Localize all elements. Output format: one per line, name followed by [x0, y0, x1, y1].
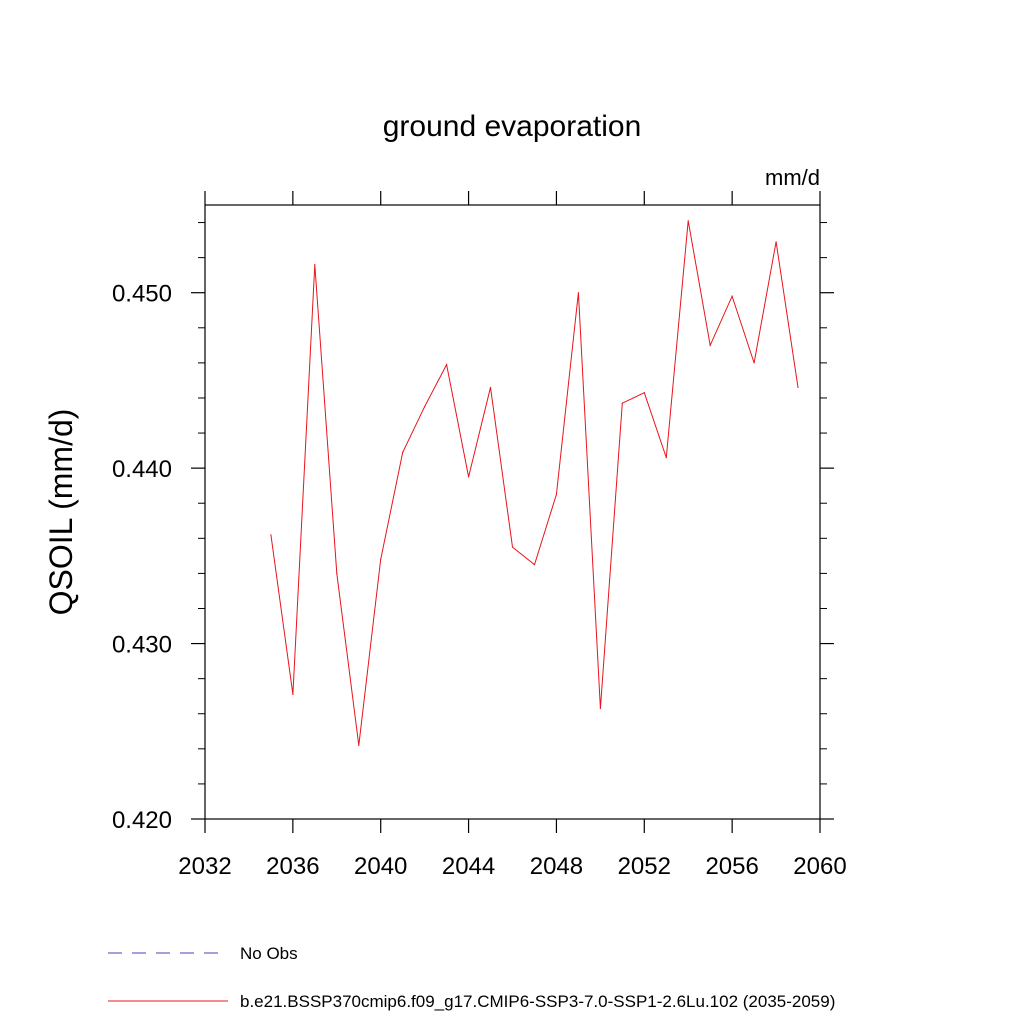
- data-point: [775, 241, 777, 243]
- data-point: [577, 292, 579, 294]
- data-point: [314, 264, 316, 266]
- x-axis: 2032 2036 2040 2044 2048 2052 2056 2060: [178, 191, 847, 880]
- x-tick-label: 2048: [530, 853, 583, 880]
- data-point: [533, 564, 536, 566]
- x-tick-label: 2044: [442, 853, 495, 880]
- data-point: [753, 362, 755, 364]
- data-point: [621, 402, 623, 404]
- legend: No Obs b.e21.BSSP370cmip6.f09_g17.CMIP6-…: [108, 944, 835, 1011]
- data-point: [599, 707, 601, 710]
- y-tick-label: 0.430: [112, 632, 172, 659]
- data-point: [380, 558, 382, 560]
- chart-title: ground evaporation: [383, 110, 642, 143]
- data-point: [446, 364, 448, 366]
- y-tick-label: 0.450: [112, 281, 172, 308]
- data-point: [270, 534, 272, 536]
- series-line-0: [270, 220, 799, 746]
- data-point: [709, 344, 711, 346]
- data-point: [511, 546, 514, 548]
- data-point: [665, 457, 667, 459]
- series-layer: [270, 220, 799, 746]
- data-point: [797, 386, 799, 389]
- data-point: [402, 451, 404, 453]
- data-point: [489, 386, 492, 389]
- data-point: [292, 693, 294, 696]
- x-tick-label: 2060: [793, 853, 846, 880]
- y-axis: 0.420 0.430 0.440 0.450: [112, 222, 834, 834]
- y-tick-label: 0.420: [112, 807, 172, 834]
- x-tick-label: 2032: [178, 853, 231, 880]
- data-point: [358, 744, 360, 746]
- data-point: [336, 572, 338, 575]
- data-point: [643, 392, 645, 394]
- data-point: [687, 220, 689, 222]
- x-tick-label: 2040: [354, 853, 407, 880]
- plot-frame: [204, 204, 821, 820]
- data-point: [731, 295, 733, 297]
- data-point: [424, 406, 426, 408]
- legend-label-no-obs: No Obs: [240, 944, 298, 963]
- y-axis-label: QSOIL (mm/d): [43, 409, 79, 616]
- x-tick-label: 2056: [705, 853, 758, 880]
- data-point: [467, 476, 470, 478]
- data-point: [555, 493, 558, 496]
- y-tick-label: 0.440: [112, 456, 172, 483]
- legend-label-model: b.e21.BSSP370cmip6.f09_g17.CMIP6-SSP3-7.…: [240, 992, 835, 1011]
- units-label: mm/d: [765, 165, 820, 190]
- x-tick-label: 2052: [618, 853, 671, 880]
- x-tick-label: 2036: [266, 853, 319, 880]
